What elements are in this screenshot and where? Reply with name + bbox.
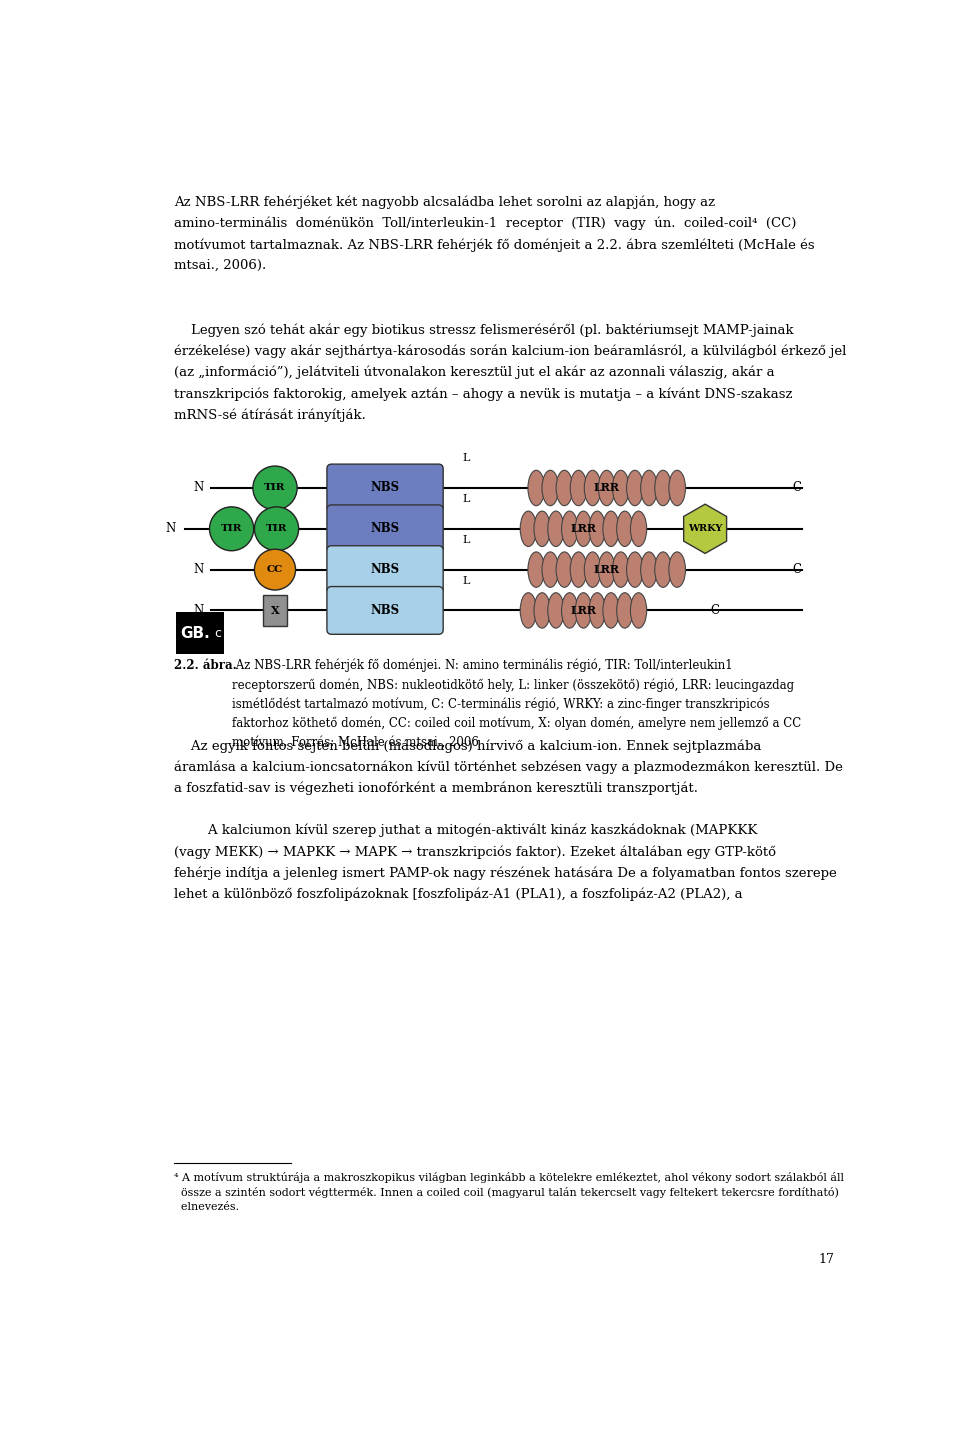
Ellipse shape — [627, 470, 643, 506]
Text: LRR: LRR — [570, 605, 596, 615]
Ellipse shape — [585, 551, 601, 588]
Ellipse shape — [655, 470, 671, 506]
Ellipse shape — [575, 592, 591, 629]
Text: NBS: NBS — [371, 563, 399, 576]
Text: TIR: TIR — [221, 524, 242, 534]
Ellipse shape — [612, 470, 629, 506]
Ellipse shape — [542, 470, 559, 506]
Ellipse shape — [640, 470, 658, 506]
Ellipse shape — [589, 592, 606, 629]
Polygon shape — [684, 505, 727, 553]
Text: A kalciumon kívül szerep juthat a mitogén-aktivált kináz kaszkádoknak (MAPKKK
(v: A kalciumon kívül szerep juthat a mitogé… — [175, 824, 837, 901]
Ellipse shape — [528, 551, 544, 588]
Text: L: L — [463, 495, 470, 505]
Text: Legyen szó tehát akár egy biotikus stressz felismeréséről (pl. baktériumsejt MAM: Legyen szó tehát akár egy biotikus stres… — [175, 323, 847, 422]
Ellipse shape — [556, 470, 573, 506]
Text: C: C — [793, 563, 802, 576]
Ellipse shape — [655, 551, 671, 588]
Ellipse shape — [640, 551, 658, 588]
Ellipse shape — [631, 592, 647, 629]
Ellipse shape — [575, 511, 591, 547]
Text: LRR: LRR — [593, 565, 620, 575]
Text: L: L — [463, 576, 470, 586]
FancyBboxPatch shape — [327, 464, 444, 512]
Text: L: L — [463, 454, 470, 463]
Text: N: N — [165, 522, 176, 535]
Ellipse shape — [254, 549, 296, 591]
FancyBboxPatch shape — [327, 586, 444, 634]
FancyBboxPatch shape — [327, 505, 444, 553]
Ellipse shape — [616, 592, 633, 629]
Ellipse shape — [631, 511, 647, 547]
Ellipse shape — [612, 551, 629, 588]
Ellipse shape — [556, 551, 573, 588]
Text: Az egyik fontos sejten belüli (másodlagos) hírvivő a kalcium-ion. Ennek sejtplaz: Az egyik fontos sejten belüli (másodlago… — [175, 739, 843, 796]
Ellipse shape — [570, 551, 587, 588]
Ellipse shape — [542, 551, 559, 588]
Ellipse shape — [570, 470, 587, 506]
Ellipse shape — [562, 511, 578, 547]
Text: N: N — [194, 482, 204, 495]
Bar — [176, 613, 224, 655]
Text: TIR: TIR — [264, 483, 286, 492]
Ellipse shape — [598, 470, 615, 506]
Text: TIR: TIR — [266, 524, 287, 534]
Text: LRR: LRR — [570, 524, 596, 534]
Ellipse shape — [548, 592, 564, 629]
Ellipse shape — [627, 551, 643, 588]
Ellipse shape — [548, 511, 564, 547]
Text: C: C — [793, 482, 802, 495]
Text: NBS: NBS — [371, 604, 399, 617]
Text: WRKY: WRKY — [688, 524, 722, 534]
Ellipse shape — [534, 592, 550, 629]
Text: L: L — [463, 535, 470, 546]
Text: 17: 17 — [819, 1253, 835, 1266]
Ellipse shape — [562, 592, 578, 629]
Ellipse shape — [520, 592, 537, 629]
Ellipse shape — [669, 470, 685, 506]
Ellipse shape — [534, 511, 550, 547]
Ellipse shape — [254, 506, 299, 551]
Ellipse shape — [585, 470, 601, 506]
FancyBboxPatch shape — [327, 546, 444, 594]
Text: CC: CC — [267, 565, 283, 575]
Ellipse shape — [603, 511, 619, 547]
Ellipse shape — [520, 511, 537, 547]
Ellipse shape — [252, 466, 297, 509]
Ellipse shape — [616, 511, 633, 547]
Text: NBS: NBS — [371, 482, 399, 495]
Text: N: N — [194, 563, 204, 576]
Ellipse shape — [528, 470, 544, 506]
Text: LRR: LRR — [593, 483, 620, 493]
Ellipse shape — [589, 511, 606, 547]
Text: c: c — [214, 627, 221, 640]
Text: X: X — [271, 605, 279, 615]
Ellipse shape — [598, 551, 615, 588]
Ellipse shape — [603, 592, 619, 629]
Text: 2.2. ábra.: 2.2. ábra. — [175, 659, 237, 672]
Text: N: N — [194, 604, 204, 617]
Ellipse shape — [209, 506, 253, 551]
Text: NBS: NBS — [371, 522, 399, 535]
Text: Az NBS-LRR fehérjék fő doménjei. N: amino terminális régió, TIR: Toll/interleuki: Az NBS-LRR fehérjék fő doménjei. N: amin… — [231, 659, 801, 749]
Text: GB.: GB. — [180, 626, 210, 640]
Text: ⁴ A motívum struktúrája a makroszkopikus világban leginkább a kötelekre emlékezt: ⁴ A motívum struktúrája a makroszkopikus… — [175, 1171, 844, 1212]
Ellipse shape — [669, 551, 685, 588]
Text: Az NBS-LRR fehérjéket két nagyobb alcsaládba lehet sorolni az alapján, hogy az
a: Az NBS-LRR fehérjéket két nagyobb alcsal… — [175, 195, 815, 272]
FancyBboxPatch shape — [263, 595, 287, 626]
Text: C: C — [710, 604, 720, 617]
